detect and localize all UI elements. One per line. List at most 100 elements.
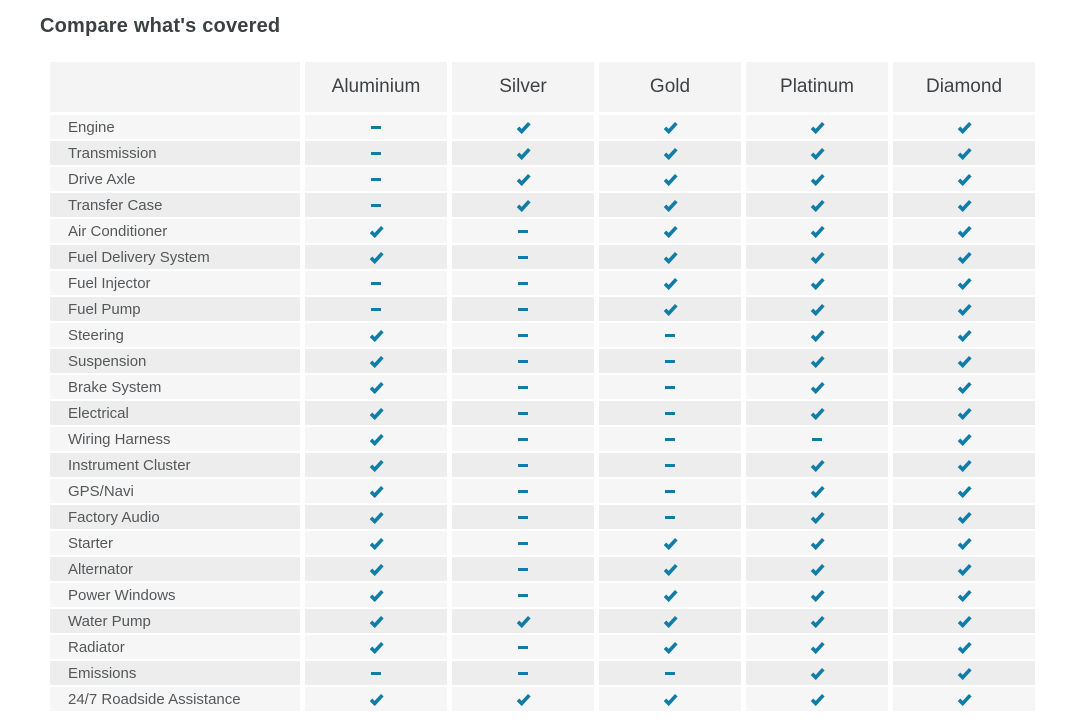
dash-icon — [518, 437, 528, 441]
check-icon — [810, 225, 825, 238]
check-icon — [369, 615, 384, 628]
table-row-drive-axle: Drive Axle — [50, 167, 1035, 191]
coverage-cell-transfer-case-aluminium — [305, 193, 447, 217]
table-row-instrument-cluster: Instrument Cluster — [50, 453, 1035, 477]
row-label: Water Pump — [50, 609, 300, 633]
coverage-cell-instrument-cluster-silver — [452, 453, 594, 477]
dash-icon — [518, 333, 528, 337]
check-icon — [516, 147, 531, 160]
column-header-diamond: Diamond — [893, 62, 1035, 112]
coverage-cell-starter-diamond — [893, 531, 1035, 555]
check-icon — [957, 381, 972, 394]
coverage-cell-water-pump-diamond — [893, 609, 1035, 633]
check-icon — [369, 407, 384, 420]
coverage-cell-engine-aluminium — [305, 115, 447, 139]
check-icon — [810, 563, 825, 576]
table-row-fuel-injector: Fuel Injector — [50, 271, 1035, 295]
check-icon — [663, 693, 678, 706]
coverage-cell-instrument-cluster-aluminium — [305, 453, 447, 477]
row-label: Instrument Cluster — [50, 453, 300, 477]
table-header-row: Aluminium Silver Gold Platinum Diamond — [50, 62, 1035, 112]
table-row-engine: Engine — [50, 115, 1035, 139]
check-icon — [957, 615, 972, 628]
check-icon — [957, 537, 972, 550]
coverage-cell-steering-gold — [599, 323, 741, 347]
coverage-cell-suspension-silver — [452, 349, 594, 373]
coverage-cell-air-conditioner-diamond — [893, 219, 1035, 243]
row-label: Suspension — [50, 349, 300, 373]
table-row-power-windows: Power Windows — [50, 583, 1035, 607]
table-row-steering: Steering — [50, 323, 1035, 347]
coverage-cell-air-conditioner-silver — [452, 219, 594, 243]
coverage-cell-radiator-silver — [452, 635, 594, 659]
dash-icon — [665, 437, 675, 441]
check-icon — [516, 173, 531, 186]
row-label: Factory Audio — [50, 505, 300, 529]
coverage-cell-wiring-harness-silver — [452, 427, 594, 451]
coverage-cell-alternator-silver — [452, 557, 594, 581]
coverage-cell-engine-platinum — [746, 115, 888, 139]
dash-icon — [371, 307, 381, 311]
row-label: Air Conditioner — [50, 219, 300, 243]
check-icon — [957, 173, 972, 186]
coverage-cell-fuel-delivery-system-gold — [599, 245, 741, 269]
coverage-cell-suspension-diamond — [893, 349, 1035, 373]
dash-icon — [371, 203, 381, 207]
coverage-cell-wiring-harness-diamond — [893, 427, 1035, 451]
coverage-cell-power-windows-silver — [452, 583, 594, 607]
check-icon — [810, 381, 825, 394]
check-icon — [810, 615, 825, 628]
coverage-cell-starter-silver — [452, 531, 594, 555]
coverage-cell-factory-audio-silver — [452, 505, 594, 529]
check-icon — [369, 537, 384, 550]
coverage-cell-fuel-injector-platinum — [746, 271, 888, 295]
check-icon — [810, 485, 825, 498]
check-icon — [369, 329, 384, 342]
check-icon — [957, 667, 972, 680]
check-icon — [369, 511, 384, 524]
dash-icon — [518, 593, 528, 597]
table-row-suspension: Suspension — [50, 349, 1035, 373]
coverage-cell-alternator-platinum — [746, 557, 888, 581]
check-icon — [369, 251, 384, 264]
coverage-cell-instrument-cluster-diamond — [893, 453, 1035, 477]
check-icon — [957, 355, 972, 368]
coverage-cell-air-conditioner-aluminium — [305, 219, 447, 243]
coverage-cell-transmission-gold — [599, 141, 741, 165]
dash-icon — [665, 333, 675, 337]
check-icon — [663, 147, 678, 160]
coverage-cell-starter-gold — [599, 531, 741, 555]
coverage-cell-drive-axle-diamond — [893, 167, 1035, 191]
table-row-starter: Starter — [50, 531, 1035, 555]
coverage-cell-transfer-case-gold — [599, 193, 741, 217]
dash-icon — [371, 281, 381, 285]
coverage-cell-24-7-roadside-assistance-silver — [452, 687, 594, 711]
coverage-cell-gps-navi-gold — [599, 479, 741, 503]
coverage-cell-air-conditioner-platinum — [746, 219, 888, 243]
check-icon — [957, 329, 972, 342]
check-icon — [663, 537, 678, 550]
check-icon — [663, 199, 678, 212]
coverage-cell-suspension-aluminium — [305, 349, 447, 373]
table-row-electrical: Electrical — [50, 401, 1035, 425]
coverage-cell-fuel-injector-aluminium — [305, 271, 447, 295]
check-icon — [810, 199, 825, 212]
coverage-cell-drive-axle-silver — [452, 167, 594, 191]
coverage-cell-electrical-platinum — [746, 401, 888, 425]
check-icon — [369, 485, 384, 498]
header-empty-cell — [50, 62, 300, 112]
coverage-cell-electrical-silver — [452, 401, 594, 425]
coverage-cell-24-7-roadside-assistance-gold — [599, 687, 741, 711]
check-icon — [957, 199, 972, 212]
coverage-cell-radiator-diamond — [893, 635, 1035, 659]
table-row-transmission: Transmission — [50, 141, 1035, 165]
dash-icon — [518, 229, 528, 233]
coverage-cell-instrument-cluster-gold — [599, 453, 741, 477]
table-row-24-7-roadside-assistance: 24/7 Roadside Assistance — [50, 687, 1035, 711]
coverage-cell-alternator-diamond — [893, 557, 1035, 581]
coverage-cell-transfer-case-platinum — [746, 193, 888, 217]
check-icon — [369, 641, 384, 654]
check-icon — [663, 303, 678, 316]
coverage-cell-radiator-aluminium — [305, 635, 447, 659]
